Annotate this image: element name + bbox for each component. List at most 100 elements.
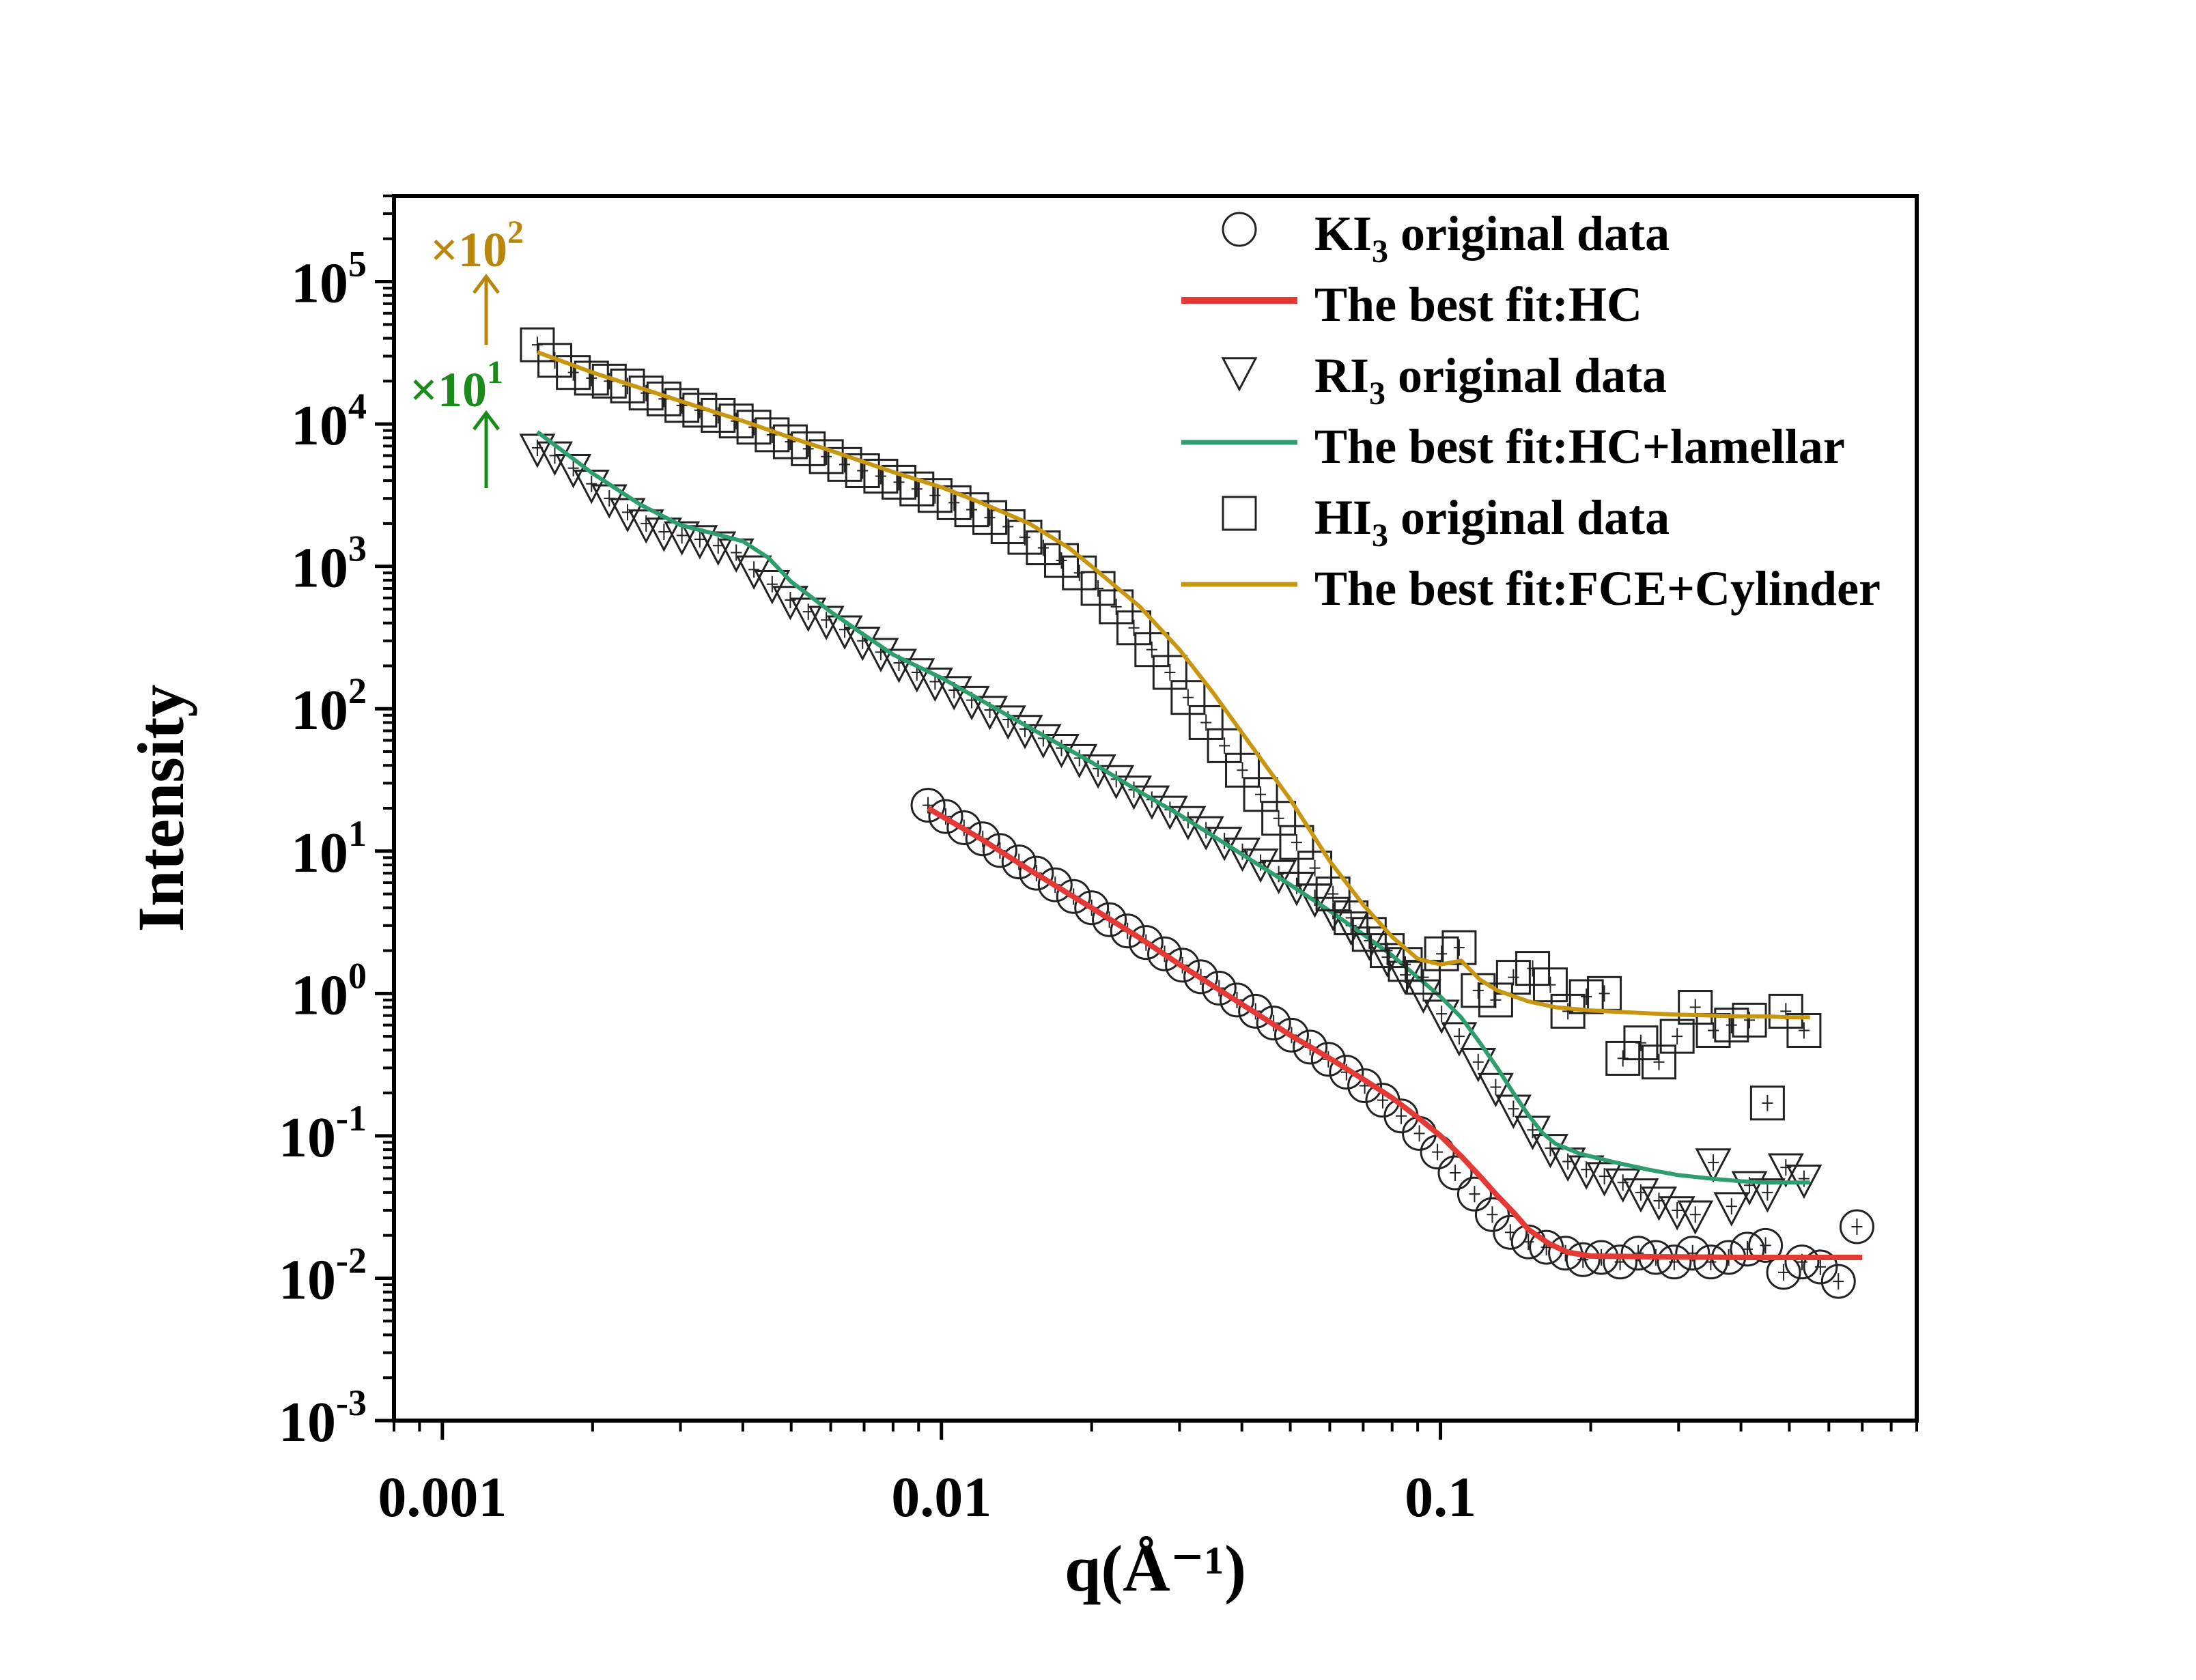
y-tick-label: 104 (291, 386, 367, 457)
data-point (1642, 1044, 1677, 1080)
fit-line (536, 430, 1810, 1185)
data-point (946, 810, 982, 846)
data-point (1224, 837, 1261, 872)
data-point (1423, 999, 1460, 1034)
axes: 0.001 0.01 0.1 10-3 10-2 10-1 100 101 102 103 104 1… (279, 195, 1918, 1529)
x-tick-label: 0.01 (891, 1466, 991, 1529)
data-point (1730, 1231, 1765, 1267)
data-point (1622, 1178, 1659, 1213)
data-point (1495, 960, 1531, 995)
data-point (1437, 1155, 1473, 1191)
data-point (1713, 1192, 1750, 1227)
data-point (1297, 851, 1333, 886)
data-point (1207, 728, 1242, 763)
y-tick-label: 10-1 (279, 1098, 367, 1169)
data-point (628, 509, 664, 544)
data-point (982, 833, 1017, 868)
data-point (1261, 859, 1297, 895)
data-point (880, 649, 917, 683)
data-point (1170, 806, 1207, 841)
data-point (1165, 948, 1200, 983)
data-point (682, 393, 718, 428)
data-point (1424, 936, 1459, 971)
data-point (1329, 1055, 1364, 1090)
data-point (881, 464, 916, 500)
data-point (1225, 752, 1261, 788)
data-point (1092, 902, 1127, 937)
x-axis-label: q(Å⁻¹) (1065, 1532, 1246, 1605)
data-point (537, 343, 573, 378)
y-tick-label: 10-2 (279, 1240, 367, 1311)
data-point (1001, 844, 1037, 880)
data-point (1603, 1244, 1638, 1280)
data-point (1147, 936, 1183, 971)
data-point (910, 788, 946, 823)
data-point (1128, 925, 1164, 960)
data-point (628, 375, 664, 411)
data-point (1441, 930, 1477, 965)
y-tick-label: 101 (291, 813, 367, 885)
legend-label: The best fit:HC+lamellar (1314, 419, 1845, 474)
data-point (1641, 1186, 1677, 1221)
data-point (972, 500, 1008, 535)
data-point (965, 821, 1000, 857)
data-point (718, 403, 754, 439)
data-point (610, 368, 645, 403)
data-point (1206, 827, 1243, 862)
y-axis-label: Intensity (124, 685, 197, 932)
data-point (1187, 816, 1224, 851)
data-point (827, 446, 862, 482)
data-point (1116, 610, 1152, 646)
data-point (1037, 867, 1073, 902)
annotation-arrowhead (473, 273, 500, 294)
data-point (862, 638, 899, 672)
data-point (1677, 1200, 1714, 1235)
annotations: ×102 ×101 (410, 214, 524, 488)
data-point (1170, 680, 1206, 715)
data-point (1568, 979, 1604, 1014)
data-point (1310, 1042, 1346, 1077)
data-point (1714, 1008, 1749, 1043)
data-point (1693, 1244, 1728, 1280)
series-1 (519, 430, 1822, 1235)
data-point (928, 799, 963, 834)
plot-data (519, 327, 1874, 1299)
legend-label: KI3 original data (1314, 206, 1670, 270)
data-point (916, 667, 953, 702)
legend: KI3 original data The best fit:HC RI3 orig… (1181, 206, 1881, 616)
data-point (736, 410, 772, 445)
data-point (772, 586, 808, 621)
legend-marker (1222, 496, 1257, 531)
data-point (1315, 877, 1351, 912)
data-point (1134, 632, 1170, 668)
fit-line (536, 350, 1810, 1020)
y-tick-label: 100 (291, 955, 367, 1027)
data-point (1238, 993, 1273, 1029)
data-point (1273, 1017, 1309, 1053)
data-point (1659, 1019, 1695, 1054)
data-point (1220, 982, 1255, 1018)
data-point (954, 492, 989, 528)
data-point (1441, 1022, 1478, 1057)
data-point (845, 453, 880, 489)
data-point (681, 525, 718, 560)
data-point (1493, 1214, 1528, 1250)
data-point (1474, 1197, 1510, 1232)
data-point (1767, 1153, 1804, 1188)
data-point (1110, 913, 1145, 949)
legend-label: HI3 original data (1314, 490, 1670, 554)
data-point (1456, 1176, 1492, 1212)
data-point (1261, 801, 1297, 836)
data-point (1803, 1249, 1838, 1285)
data-point (1152, 655, 1187, 690)
data-point (1605, 1168, 1642, 1203)
scale-annotation: ×102 (430, 214, 524, 277)
data-point (1256, 1006, 1291, 1041)
data-point (1460, 1048, 1497, 1083)
data-point (1820, 1264, 1856, 1299)
data-point (701, 397, 736, 433)
data-point (953, 685, 990, 721)
data-point (1749, 1085, 1785, 1121)
